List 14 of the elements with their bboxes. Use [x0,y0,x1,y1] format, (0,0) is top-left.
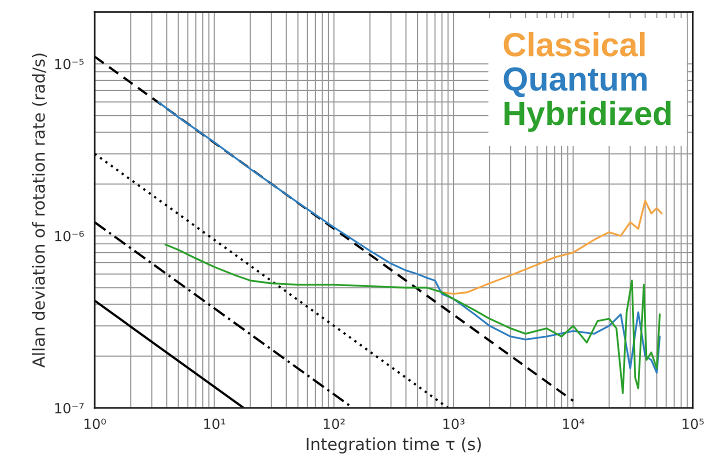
text: Quantum [504,67,647,98]
x-tick-label: 10³ [443,418,464,430]
x-tick-label: 10⁴ [563,418,584,430]
text: Classical [504,32,645,56]
x-tick-label: 10² [324,418,345,430]
y-tick-label: 10⁻⁵ [55,58,84,70]
x-tick-label: 10¹ [204,418,226,430]
x-tick-label: 10⁵ [682,418,704,430]
text: Hybridized [504,100,671,132]
y-tick-label: 10⁻⁶ [55,230,84,242]
y-axis-title: Allan deviation of rotation rate (rad/s) [32,54,47,368]
x-tick-label: 10⁰ [84,418,106,430]
y-tick-label: 10⁻⁷ [55,402,84,414]
x-axis-title: Integration time τ (s) [306,437,481,454]
